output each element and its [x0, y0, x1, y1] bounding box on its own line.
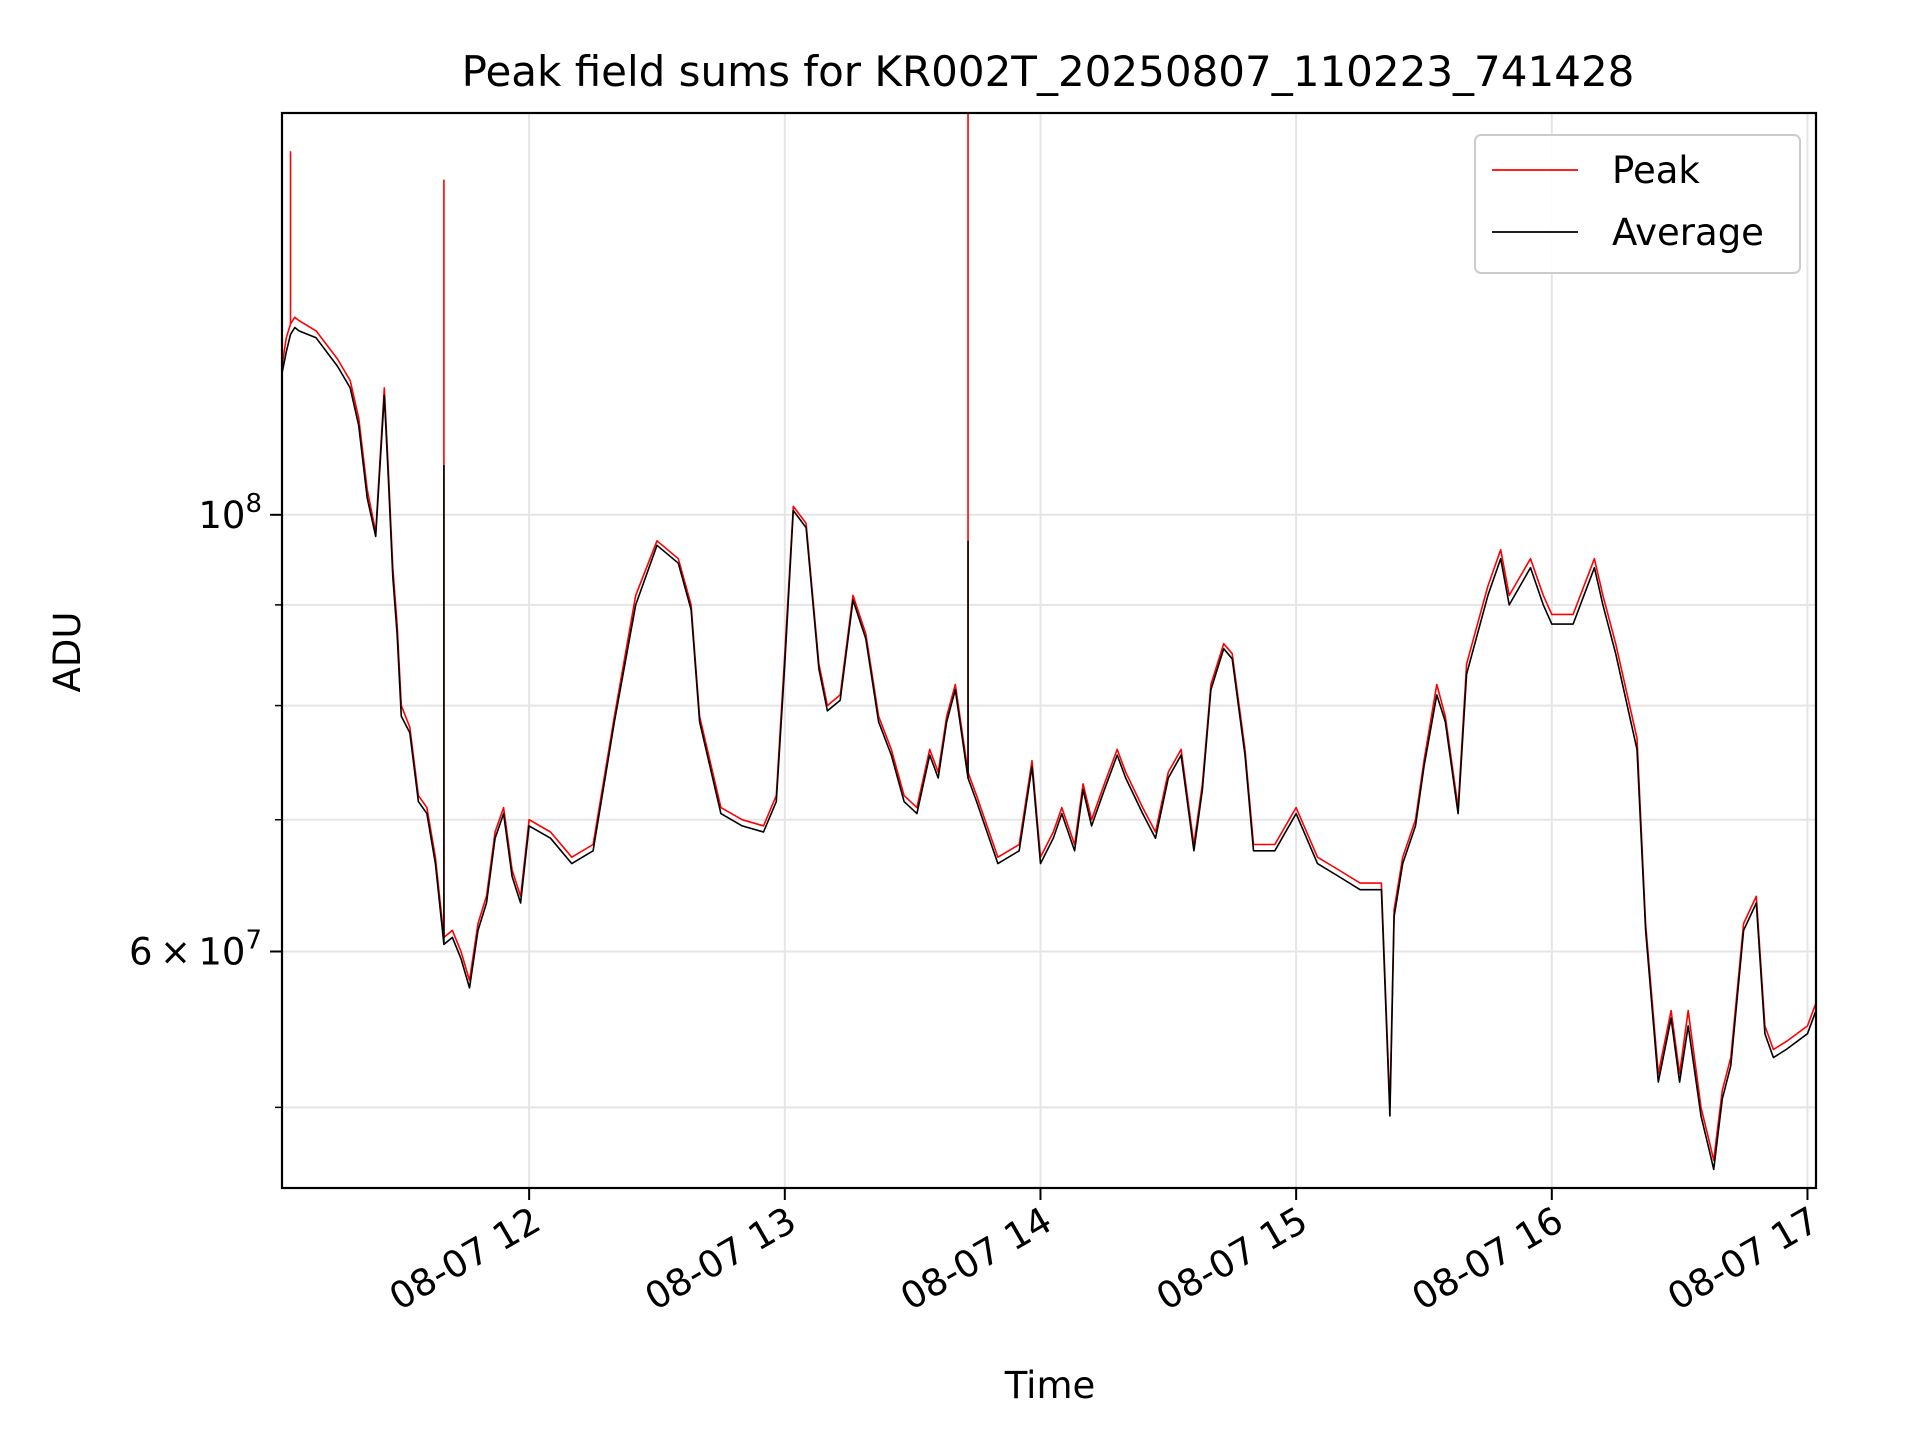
series-line-average: [281, 326, 1817, 1171]
y-tick-label: 108: [198, 489, 262, 537]
plot-background: [282, 113, 1816, 1188]
plot-frame: [280, 111, 1818, 1190]
series-line-peak: [281, 316, 1817, 1162]
legend-average-label: Average: [1612, 211, 1764, 254]
plot-area: [280, 111, 1818, 1190]
y-axis-label: ADU: [46, 612, 89, 693]
x-axis-label: Time: [1004, 1364, 1096, 1407]
y-axis-ticks: 108 6 × 107: [129, 489, 282, 1109]
series-lines: [281, 113, 1817, 1171]
y-tick-label: 6 × 107: [129, 926, 262, 974]
legend-peak-label: Peak: [1612, 149, 1700, 192]
chart-title: Peak field sums for KR002T_20250807_1102…: [462, 47, 1635, 96]
legend: Peak Average: [1474, 134, 1801, 274]
